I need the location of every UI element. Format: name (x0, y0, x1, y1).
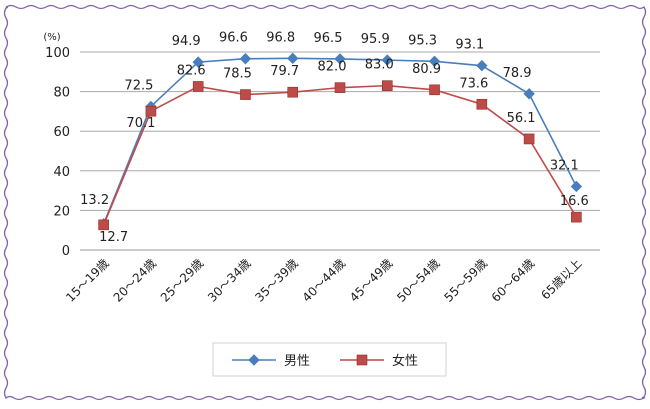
data-point-marker (145, 105, 157, 117)
data-label: 56.1 (507, 111, 536, 126)
x-category-label: 50～54歳 (394, 256, 442, 304)
data-point-marker (428, 55, 441, 68)
series-lines (97, 52, 583, 231)
data-label: 32.1 (550, 158, 579, 173)
data-label: 82.6 (177, 63, 206, 78)
x-category-label: 25～29歳 (158, 256, 206, 304)
data-label: 96.5 (314, 31, 343, 46)
data-point-marker (98, 219, 109, 231)
data-point-marker (476, 59, 488, 72)
legend-marker (356, 354, 368, 366)
x-category-label: 45～49歳 (347, 256, 395, 304)
y-tick-label: 60 (53, 125, 70, 140)
y-tick-label: 20 (53, 204, 70, 219)
data-point-marker (192, 56, 204, 68)
data-point-marker (571, 211, 582, 223)
y-tick-label: 80 (53, 86, 70, 101)
y-tick-label: 100 (45, 46, 70, 61)
legend-entry-label: 女性 (392, 353, 418, 369)
data-point-marker (476, 98, 488, 110)
data-label: 95.3 (408, 33, 437, 48)
data-label: 72.5 (124, 78, 153, 93)
data-label: 16.6 (560, 194, 589, 209)
x-category-label: 30～34歳 (205, 256, 253, 304)
x-category-label: 35～39歳 (252, 256, 300, 304)
data-point-marker (192, 81, 204, 92)
data-point-marker (523, 88, 535, 100)
data-point-marker (239, 53, 252, 65)
x-category-label: 15～19歳 (63, 256, 111, 304)
data-labels: 13.2 72.5 94.9 96.6 96.8 96.5 95.9 95.3 93.1 78.9… (80, 30, 589, 245)
data-label: 70.1 (126, 116, 155, 131)
data-point-marker (334, 53, 346, 65)
data-label: 82.0 (318, 60, 347, 75)
data-point-marker (570, 180, 583, 193)
data-label: 78.5 (223, 67, 252, 82)
data-point-marker (381, 80, 393, 91)
wavy-border-frame (3, 4, 647, 401)
data-label: 80.9 (412, 62, 441, 77)
x-category-label: 20～24歳 (111, 256, 159, 304)
data-point-marker (287, 52, 299, 65)
x-axis-category-labels: 15～19歳20～24歳25～29歳30～34歳35～39歳40～44歳45～4… (63, 256, 584, 304)
x-category-label: 40～44歳 (300, 256, 348, 304)
legend-marker (248, 354, 260, 366)
y-tick-label: 0 (62, 244, 70, 259)
data-label: 73.6 (459, 76, 488, 91)
data-label: 78.9 (503, 66, 532, 81)
x-category-label: 55～59歳 (441, 256, 489, 304)
y-axis-unit-label: (%) (43, 32, 60, 43)
data-label: 83.0 (365, 58, 394, 73)
data-label: 96.8 (266, 30, 295, 45)
y-tick-label: 40 (53, 165, 70, 180)
data-point-marker (287, 86, 299, 98)
data-label: 94.9 (172, 34, 201, 49)
data-label: 12.7 (99, 230, 128, 245)
data-point-marker (381, 54, 393, 66)
y-axis-ticks: 0 20 40 60 80 100 (45, 46, 70, 259)
data-point-marker (334, 82, 346, 93)
data-label: 96.6 (219, 31, 248, 46)
data-point-marker (523, 133, 535, 145)
data-label: 79.7 (270, 64, 299, 79)
data-label: 93.1 (455, 38, 484, 53)
data-point-marker (240, 89, 251, 100)
data-label: 13.2 (80, 193, 109, 208)
grid-lines (80, 51, 600, 251)
data-label: 95.9 (361, 32, 390, 47)
x-category-label: 60～64歳 (489, 256, 537, 304)
legend-entry-label: 男性 (284, 354, 310, 369)
x-category-label: 65歳以上 (538, 256, 584, 302)
data-point-marker (429, 84, 440, 96)
series-line-1 (102, 84, 578, 226)
legend: 男性 女性 (212, 342, 447, 377)
